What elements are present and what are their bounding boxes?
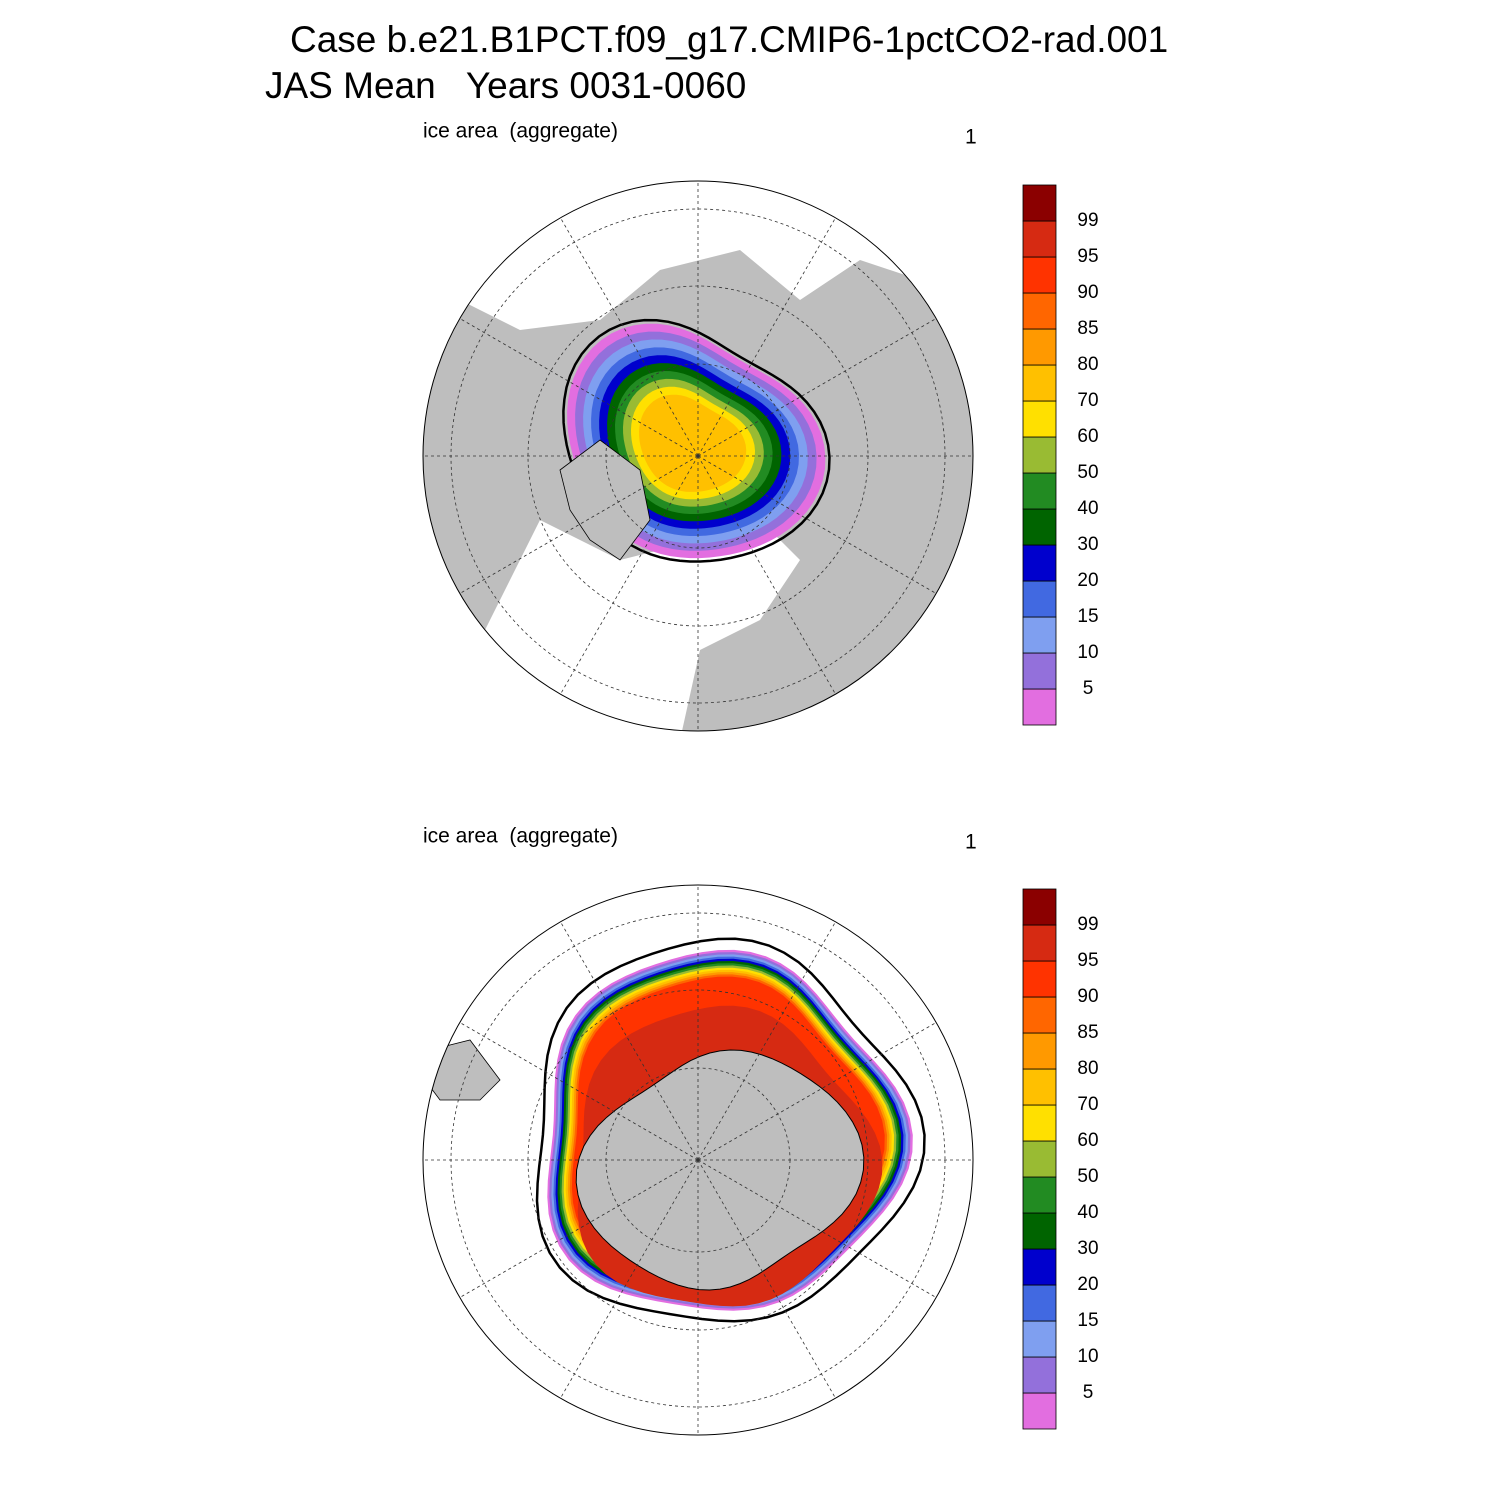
colorbar-label: 70 <box>1077 1094 1098 1115</box>
colorbar-label: 60 <box>1077 1130 1098 1151</box>
colorbar-box <box>1022 1104 1057 1142</box>
colorbar-box <box>1022 888 1057 926</box>
map-border <box>422 180 974 732</box>
colorbar-box <box>1022 616 1057 654</box>
colorbar-label: 20 <box>1077 570 1098 591</box>
longitude-line <box>697 1159 836 1399</box>
longitude-line <box>560 1159 699 1399</box>
colorbar-label: 85 <box>1077 1022 1098 1043</box>
colorbar-box <box>1022 1140 1057 1178</box>
colorbar-box <box>1022 1392 1057 1430</box>
colorbar-box <box>1022 472 1057 510</box>
panel-label: ice area (aggregate) <box>423 825 618 848</box>
longitude-line <box>697 455 937 594</box>
longitude-line <box>560 921 699 1161</box>
colorbar-label: 10 <box>1077 642 1098 663</box>
colorbar-box <box>1022 1032 1057 1070</box>
colorbar-label: 99 <box>1077 914 1098 935</box>
colorbar-label: 95 <box>1077 246 1098 267</box>
title: Case b.e21.B1PCT.f09_g17.CMIP6-1pctCO2-r… <box>290 19 1168 60</box>
colorbar-label: 30 <box>1077 534 1098 555</box>
longitude-line <box>697 318 937 457</box>
ice-edge <box>535 937 926 1323</box>
colorbar-label: 60 <box>1077 426 1098 447</box>
colorbar-label: 50 <box>1077 1166 1098 1187</box>
subtitle: JAS Mean Years 0031-0060 <box>265 65 746 106</box>
longitude-line <box>560 455 699 695</box>
antarctica <box>575 1049 865 1291</box>
panel-label: ice area (aggregate) <box>423 120 618 143</box>
colorbar-box <box>1022 1320 1057 1358</box>
colorbar-box <box>1022 924 1057 962</box>
longitude-line <box>459 455 699 594</box>
colorbar-box <box>1022 508 1057 546</box>
colorbar-box <box>1022 1248 1057 1286</box>
colorbar-label: 5 <box>1083 678 1094 699</box>
longitude-line <box>697 921 836 1161</box>
colorbar-label: 20 <box>1077 1274 1098 1295</box>
longitude-line <box>459 1159 699 1298</box>
colorbar-label: 5 <box>1083 1382 1094 1403</box>
colorbar-label: 95 <box>1077 950 1098 971</box>
colorbar-box <box>1022 292 1057 330</box>
longitude-line <box>697 455 836 695</box>
ice-edge <box>562 318 831 563</box>
greenland <box>559 439 651 561</box>
colorbar-box <box>1022 688 1057 726</box>
colorbar-label: 15 <box>1077 606 1098 627</box>
colorbar-box <box>1022 1176 1057 1214</box>
colorbar-label: 99 <box>1077 210 1098 231</box>
colorbar-label: 90 <box>1077 986 1098 1007</box>
colorbar-label: 70 <box>1077 390 1098 411</box>
colorbar-box <box>1022 436 1057 474</box>
colorbar-label: 30 <box>1077 1238 1098 1259</box>
longitude-line <box>697 1159 937 1298</box>
colorbar-box <box>1022 652 1057 690</box>
colorbar-box <box>1022 580 1057 618</box>
longitude-line <box>697 1022 937 1161</box>
longitude-line <box>697 217 836 457</box>
colorbar-label: 15 <box>1077 1310 1098 1331</box>
colorbar-box <box>1022 400 1057 438</box>
colorbar-box <box>1022 996 1057 1034</box>
colorbar-box <box>1022 1068 1057 1106</box>
panel-number: 1 <box>965 831 977 854</box>
colorbar-box <box>1022 544 1057 582</box>
colorbar-label: 40 <box>1077 1202 1098 1223</box>
longitude-line <box>459 1022 699 1161</box>
colorbar-box <box>1022 1212 1057 1250</box>
map-border <box>422 884 974 1436</box>
colorbar-box <box>1022 184 1057 222</box>
south-america <box>424 1039 501 1101</box>
colorbar-label: 85 <box>1077 318 1098 339</box>
colorbar-label: 50 <box>1077 462 1098 483</box>
colorbar-box <box>1022 220 1057 258</box>
arctic-map <box>423 181 973 731</box>
colorbar-label: 40 <box>1077 498 1098 519</box>
colorbar-label: 10 <box>1077 1346 1098 1367</box>
colorbar-box <box>1022 1284 1057 1322</box>
colorbar-label: 90 <box>1077 282 1098 303</box>
colorbar-box <box>1022 256 1057 294</box>
colorbar-box <box>1022 960 1057 998</box>
colorbar-box <box>1022 364 1057 402</box>
colorbar-label: 80 <box>1077 1058 1098 1079</box>
panel-number: 1 <box>965 126 977 149</box>
colorbar-box <box>1022 328 1057 366</box>
longitude-line <box>459 318 699 457</box>
longitude-line <box>560 217 699 457</box>
colorbar-label: 80 <box>1077 354 1098 375</box>
ocean <box>480 520 800 731</box>
colorbar-box <box>1022 1356 1057 1394</box>
antarctic-map <box>423 885 973 1435</box>
